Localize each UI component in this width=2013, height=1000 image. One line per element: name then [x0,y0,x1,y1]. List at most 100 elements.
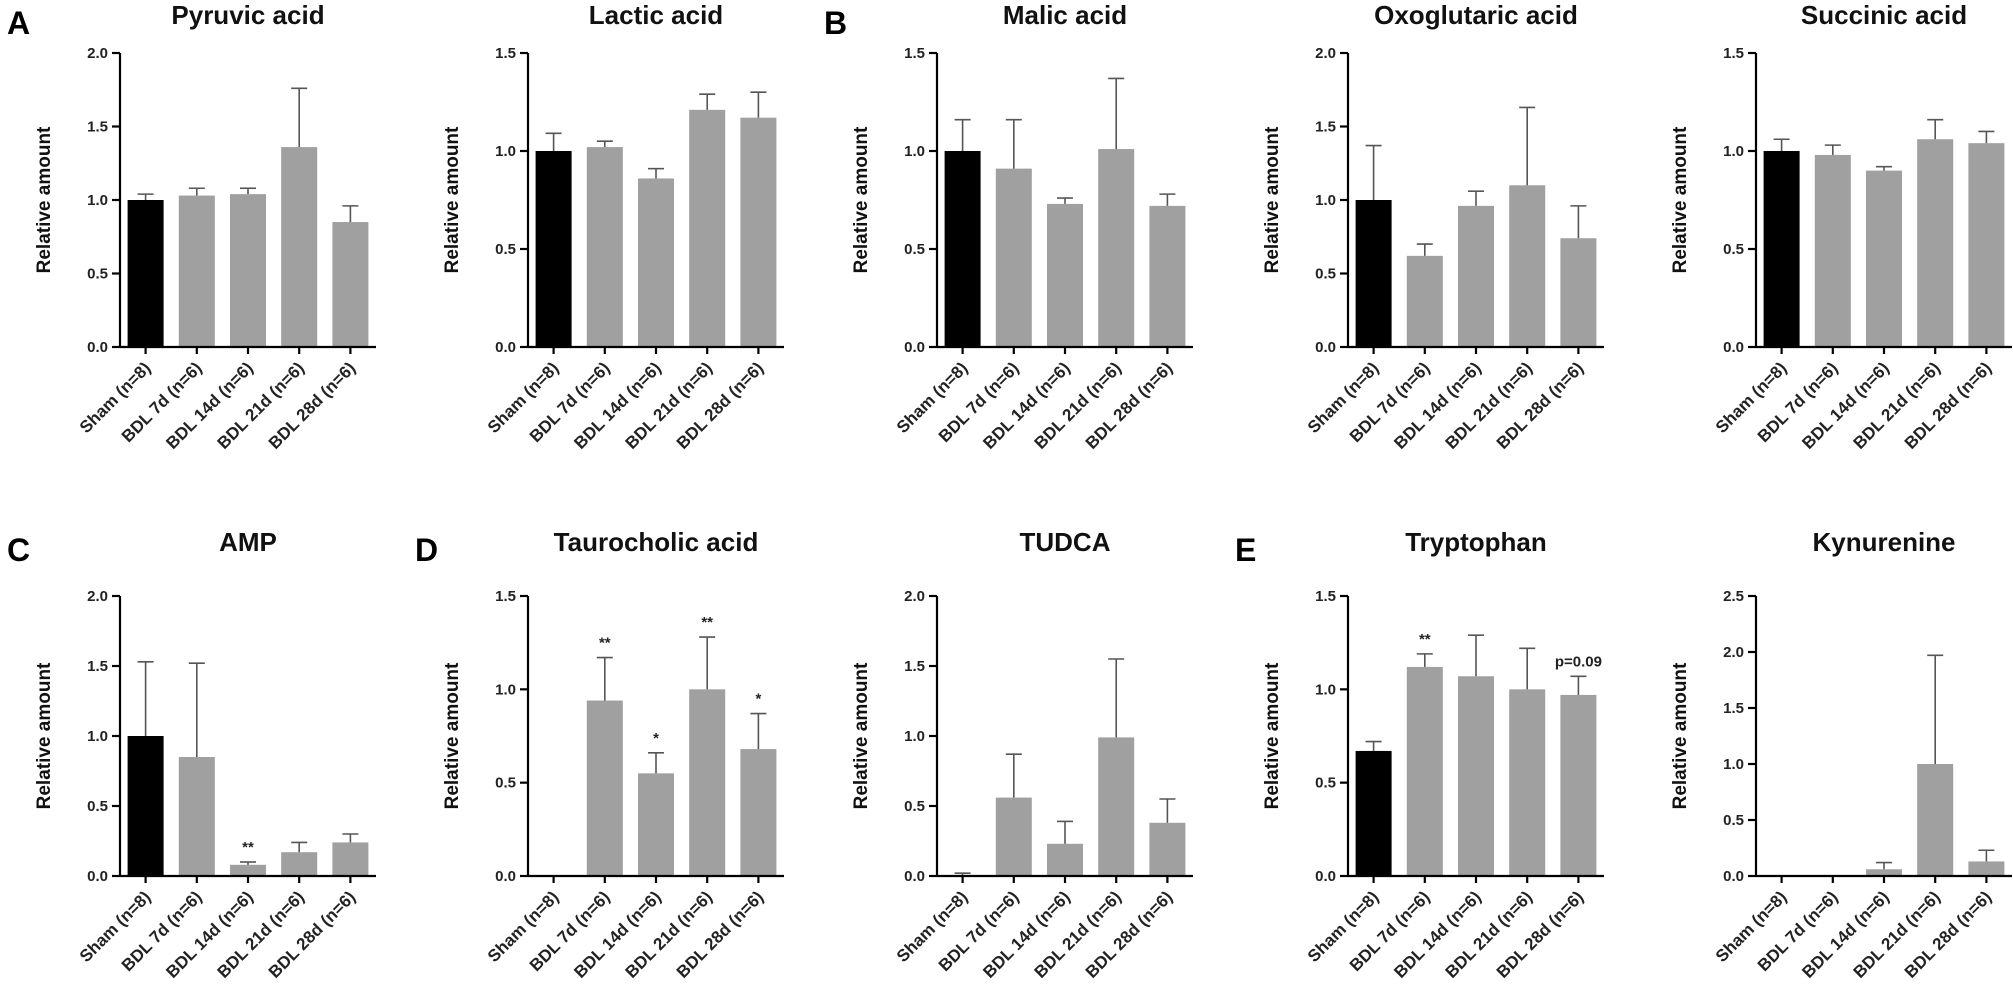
bar [1763,151,1800,347]
significance-label: ** [242,839,254,856]
y-tick-label: 0.5 [1315,266,1336,283]
bar [689,109,726,347]
y-tick-label: 1.0 [1723,756,1744,773]
x-category-label: BDL 21d (n=6) [214,358,308,452]
bar [638,773,674,876]
y-tick-label: 1.5 [87,119,108,136]
bar [178,195,215,347]
x-category-label: BDL 14d (n=6) [570,887,664,981]
y-tick-label: 1.5 [1723,45,1744,62]
bar [586,700,623,876]
y-axis-title: Relative amount [1670,126,1691,273]
x-category-label: BDL 21d (n=6) [214,887,308,981]
bar [332,842,369,876]
bar [1149,822,1186,876]
chart-title: Taurocholic acid [554,527,759,557]
x-category-label: BDL 21d (n=6) [622,887,716,981]
y-tick-label: 1.5 [87,658,108,675]
bar [1098,737,1135,876]
y-tick-label: 1.0 [1315,192,1336,209]
x-category-label: BDL 14d (n=6) [162,358,256,452]
chart-title: Pyruvic acid [171,0,324,30]
bar [281,852,318,876]
y-tick-label: 1.5 [904,45,925,62]
chart-title: AMP [219,527,277,557]
y-axis-title: Relative amount [851,662,872,809]
y-tick-label: 0.0 [87,868,108,885]
bar [1509,689,1546,876]
bar [1968,861,2005,876]
bar [1355,750,1392,876]
x-category-label: BDL 28d (n=6) [1493,358,1587,452]
y-tick-label: 0.0 [1315,868,1336,885]
bar [230,194,266,347]
y-tick-label: 1.5 [1315,588,1336,605]
y-tick-label: 0.5 [495,241,516,258]
y-tick-label: 1.0 [87,728,108,745]
panel-9: Kynurenine Relative amount 0.0 0.5 1.0 1.5 2.0… [1670,527,2012,982]
x-category-label: BDL 14d (n=6) [1390,358,1484,452]
y-tick-label: 1.5 [495,45,516,62]
y-tick-label: 2.5 [1723,588,1744,605]
bar [1047,203,1083,347]
bar [740,117,777,348]
panel-6: D Taurocholic acid Relative amount 0.0 0.5 1.… [415,527,784,982]
chart-title: Succinic acid [1801,0,1967,30]
x-category-label: BDL 14d (n=6) [570,358,664,452]
y-tick-label: 0.0 [1723,868,1744,885]
bar [638,178,674,347]
x-category-label: BDL 21d (n=6) [1850,887,1944,981]
y-tick-label: 1.0 [1315,681,1336,698]
y-tick-label: 1.0 [87,192,108,209]
bar [586,147,623,347]
x-category-label: BDL 28d (n=6) [1901,887,1995,981]
y-tick-label: 0.5 [1723,241,1744,258]
panel-letter: B [824,5,847,41]
y-tick-label: 1.0 [1723,143,1744,160]
panel-letter: A [7,5,30,41]
y-axis-title: Relative amount [34,662,55,809]
panel-letter: D [415,532,438,568]
bar [178,757,215,876]
x-category-label: BDL 14d (n=6) [1390,887,1484,981]
x-category-label: BDL 21d (n=6) [1442,358,1536,452]
panel-0: A Pyruvic acid Relative amount 0.0 0.5 1.0 1.5… [7,0,376,453]
significance-label: ** [1419,631,1431,648]
y-tick-label: 2.0 [87,45,108,62]
y-tick-label: 0.0 [904,339,925,356]
y-tick-label: 1.5 [1315,119,1336,136]
bar [1968,143,2005,347]
x-category-label: BDL 14d (n=6) [979,358,1073,452]
y-tick-label: 2.0 [87,588,108,605]
bar [1560,238,1597,347]
y-tick-label: 0.0 [1315,339,1336,356]
bar [281,147,318,347]
y-axis-title: Relative amount [851,126,872,273]
x-category-label: BDL 28d (n=6) [673,358,767,452]
y-tick-label: 0.5 [87,266,108,283]
y-tick-label: 1.5 [1723,700,1744,717]
significance-label: ** [599,635,611,652]
x-category-label: BDL 21d (n=6) [1031,887,1125,981]
x-category-label: BDL 28d (n=6) [1901,358,1995,452]
bar [1047,843,1083,876]
x-category-label: BDL 28d (n=6) [673,887,767,981]
bar [740,749,777,876]
x-category-label: BDL 28d (n=6) [1082,358,1176,452]
significance-label: * [755,691,761,708]
y-tick-label: 0.0 [495,339,516,356]
y-axis-title: Relative amount [1670,662,1691,809]
bar [1560,694,1597,876]
bar [230,864,266,876]
x-category-label: BDL 28d (n=6) [265,887,359,981]
y-tick-label: 1.5 [904,658,925,675]
bar [1917,139,1954,347]
bar [944,151,981,347]
y-tick-label: 0.5 [904,798,925,815]
bar [1149,205,1186,347]
panel-letter: C [7,532,30,568]
significance-label: ** [701,614,713,631]
bar [1406,255,1443,347]
